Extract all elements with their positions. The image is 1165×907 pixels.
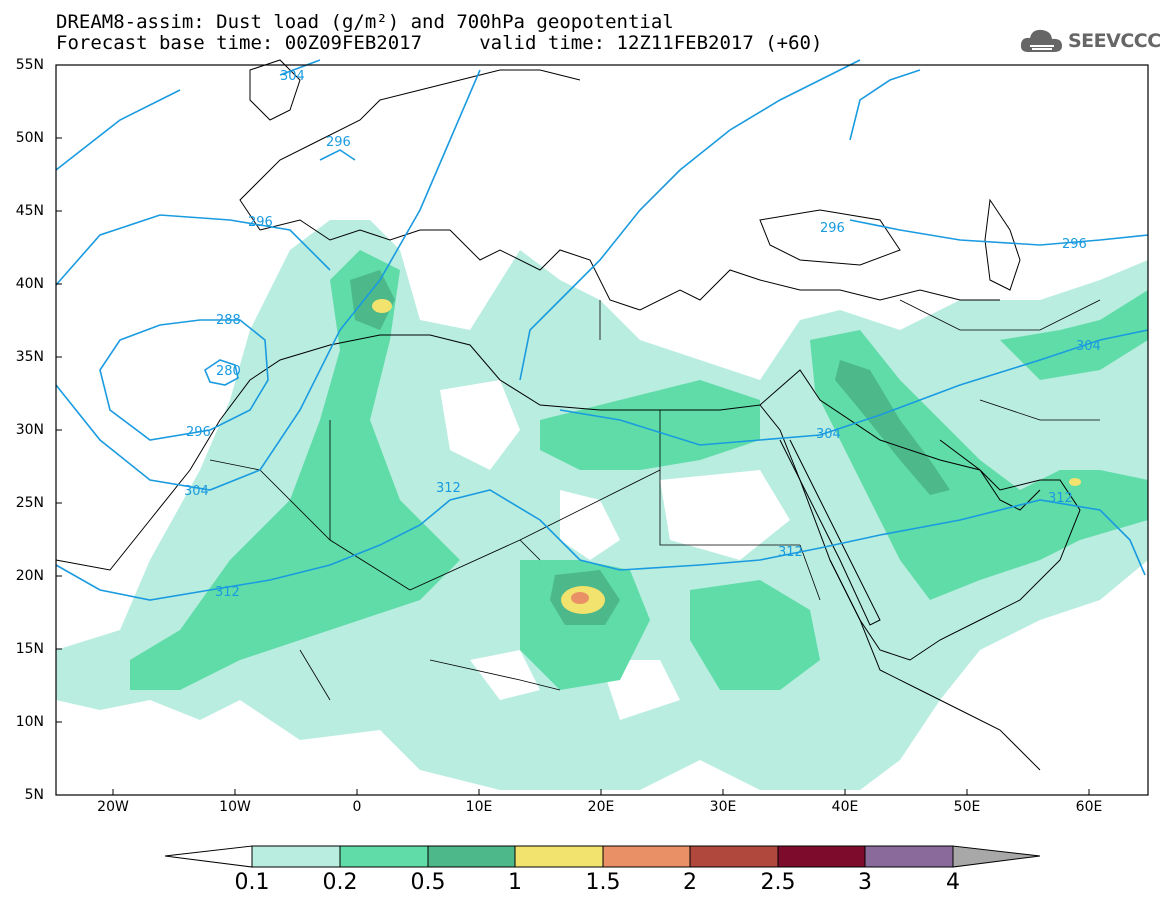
britain-coast — [249, 59, 301, 121]
axis-ticks — [56, 137, 1090, 795]
contour-label: 304 — [1076, 339, 1101, 354]
dust-hotspot-iberia — [372, 299, 392, 313]
colorbar-segment — [689, 845, 779, 868]
lon-label: 10W — [219, 799, 251, 815]
lat-label: 30N — [15, 422, 44, 438]
geopotential-contours — [55, 59, 1149, 601]
lat-label: 5N — [24, 787, 44, 803]
dust-area-medium-sudan — [690, 580, 820, 690]
lat-label: 45N — [15, 203, 44, 219]
colorbar-segment — [514, 845, 604, 868]
contour-labels: 304 312 296 296 288 280 296 304 312 312 … — [184, 69, 1101, 600]
black-sea-coast — [759, 209, 901, 266]
lon-label: 10E — [465, 799, 493, 815]
contour-label: 296 — [820, 221, 845, 236]
colorbar-segment — [602, 845, 691, 868]
contour-label: 296 — [326, 135, 351, 150]
colorbar-label: 0.1 — [234, 870, 270, 895]
contour-label: 304 — [816, 427, 841, 442]
caspian-coast — [984, 198, 1021, 291]
contour-label: 296 — [1062, 237, 1087, 252]
contour-label: 312 — [778, 545, 803, 560]
red-sea-coast — [779, 439, 881, 626]
contour-label: 296 — [186, 425, 211, 440]
country-borders — [209, 299, 1101, 701]
lon-label: 50E — [953, 799, 981, 815]
cloud-icon — [1020, 29, 1062, 52]
seevccc-logo: SEEVCCC — [1018, 24, 1161, 58]
dust-hotspot-oman — [1069, 478, 1081, 486]
colorbar-segment — [864, 845, 954, 868]
contour-label: 312 — [1048, 491, 1073, 506]
colorbar-label: 4 — [946, 870, 960, 895]
lon-label: 20E — [587, 799, 615, 815]
lat-label: 50N — [15, 130, 44, 146]
clear-area-1 — [440, 380, 520, 470]
dust-area-medium-iran — [1000, 290, 1148, 380]
contour-288-line — [99, 319, 269, 441]
colorbar-label: 2.5 — [760, 870, 796, 895]
lat-label: 15N — [15, 641, 44, 657]
colorbar-label: 1 — [508, 870, 522, 895]
coastlines — [55, 59, 1101, 771]
lon-label: 40E — [831, 799, 859, 815]
colorbar-label: 0.5 — [410, 870, 446, 895]
arabia-coast — [759, 369, 1081, 661]
contour-label: 288 — [216, 313, 241, 328]
contour-label: 312 — [436, 481, 461, 496]
contour-304-line — [55, 69, 1149, 491]
contour-304-arc — [519, 59, 861, 381]
africa-coast — [55, 334, 1041, 771]
dust-area-dark-iberia — [350, 270, 395, 330]
lon-label: 60E — [1075, 799, 1103, 815]
contour-label: 304 — [184, 484, 209, 499]
lat-label: 55N — [15, 57, 44, 73]
dust-hotspot-chad-core — [571, 592, 589, 604]
lat-label: 20N — [15, 568, 44, 584]
dust-area-dark-arabia — [835, 360, 950, 495]
colorbar-label: 3 — [858, 870, 872, 895]
colorbar-label: 1.5 — [585, 870, 621, 895]
contour-label: 304 — [280, 69, 305, 84]
lon-label: 0 — [352, 799, 362, 815]
lat-label: 35N — [15, 349, 44, 365]
map-title: DREAM8-assim: Dust load (g/m²) and 700hP… — [56, 11, 674, 33]
contour-296-line — [55, 59, 1149, 286]
europe-coast — [259, 219, 1000, 311]
forecast-time-line: Forecast base time: 00Z09FEB2017 valid t… — [56, 32, 823, 54]
clear-area-2 — [560, 490, 620, 560]
dust-area-medium-west — [130, 250, 460, 690]
lon-label: 30E — [709, 799, 737, 815]
lat-label: 10N — [15, 714, 44, 730]
colorbar-segment — [777, 845, 866, 868]
colorbar-under-arrow — [164, 845, 253, 868]
contour-280-line — [204, 359, 239, 386]
contour-label: 280 — [216, 364, 241, 379]
clear-area-3 — [660, 470, 790, 560]
colorbar-label: 0.2 — [322, 870, 358, 895]
lat-label: 25N — [15, 495, 44, 511]
logo-text: SEEVCCC — [1068, 30, 1161, 52]
lat-label: 40N — [15, 276, 44, 292]
colorbar-segment — [427, 845, 516, 868]
clear-area-4 — [470, 650, 540, 700]
colorbar-segment — [339, 845, 429, 868]
lon-label: 20W — [97, 799, 129, 815]
colorbar — [164, 845, 1041, 868]
colorbar-over-arrow — [952, 845, 1041, 868]
colorbar-segment — [251, 845, 341, 868]
dust-area-medium-central — [540, 380, 760, 470]
contour-label: 296 — [248, 215, 273, 230]
contour-label: 312 — [215, 585, 240, 600]
europe-north-coast — [239, 69, 581, 231]
contour-312-line — [55, 489, 1146, 601]
colorbar-label: 2 — [683, 870, 697, 895]
